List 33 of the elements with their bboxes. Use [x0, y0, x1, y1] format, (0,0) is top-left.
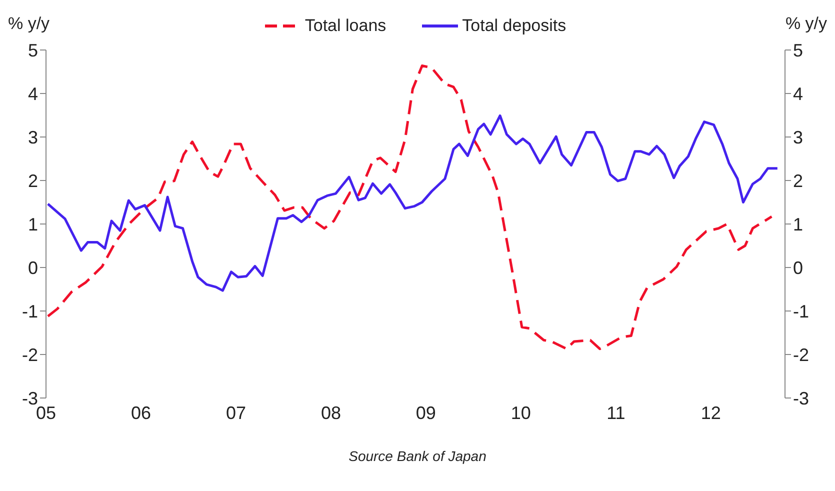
y-tick-label: 2	[28, 170, 38, 191]
y2-tick-label: 5	[793, 40, 804, 60]
x-tick-label: 08	[320, 402, 341, 423]
legend-label: Total deposits	[462, 16, 566, 36]
y-tick-label: 5	[28, 40, 38, 60]
y-tick-label: 3	[28, 127, 38, 148]
x-tick-label: 10	[510, 402, 531, 423]
y2-tick-label: -3	[793, 388, 810, 408]
y-tick-label: 0	[28, 258, 38, 278]
y2-tick-label: 0	[793, 258, 804, 278]
y2-tick-label: 2	[793, 170, 804, 191]
x-tick-label: 09	[416, 402, 436, 423]
y-tick-label: -1	[22, 301, 38, 322]
y2-tick-label: -2	[793, 344, 810, 365]
y2-tick-label: 3	[793, 127, 804, 148]
y-tick-label: -3	[22, 388, 38, 408]
source-note: Source Bank of Japan	[348, 448, 488, 464]
x-tick-label: 05	[36, 402, 56, 423]
y-axis-title: % y/y	[8, 14, 50, 34]
y2-tick-label: 1	[793, 214, 804, 234]
y2-axis-title: % y/y	[785, 14, 827, 34]
y-tick-label: 1	[28, 214, 38, 234]
x-tick-label: 06	[130, 402, 152, 423]
x-tick-label: 11	[606, 402, 626, 423]
x-tick-label: 07	[226, 402, 246, 423]
y2-tick-label: -1	[793, 301, 810, 322]
line-series	[46, 64, 773, 350]
y2-tick-label: 4	[793, 84, 804, 104]
x-tick-label: 12	[700, 402, 721, 423]
legend-label: Total loans	[304, 16, 386, 36]
y-tick-label: 4	[28, 84, 38, 104]
y-tick-label: -2	[22, 344, 38, 365]
line-series	[46, 114, 779, 292]
